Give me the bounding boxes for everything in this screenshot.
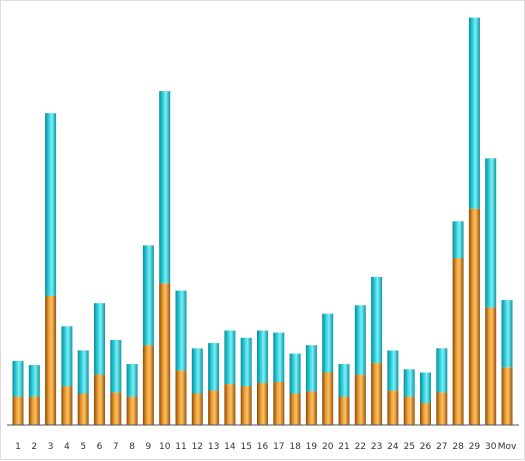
bar-segment-cyan-10 xyxy=(159,91,171,284)
bar-segment-orange-6 xyxy=(94,374,105,425)
x-tick-label: 20 xyxy=(322,442,334,452)
bars-group xyxy=(12,17,513,426)
x-tick-label: 13 xyxy=(208,442,219,452)
x-tick-label: 17 xyxy=(273,442,284,452)
x-tick-label: 10 xyxy=(159,442,171,452)
x-tick-label: 11 xyxy=(175,442,186,452)
bar-segment-cyan-23 xyxy=(371,276,383,363)
bar-segment-orange-12 xyxy=(191,393,203,425)
bar-segment-orange-7 xyxy=(110,392,122,425)
bar-segment-cyan-16 xyxy=(257,330,268,383)
bar-segment-orange-11 xyxy=(175,370,187,425)
bar-segment-orange-15 xyxy=(240,386,252,425)
x-tick-label: 2 xyxy=(31,442,37,452)
x-tick-label: 22 xyxy=(355,442,366,452)
bar-segment-cyan-22 xyxy=(354,305,366,375)
x-tick-label: 14 xyxy=(224,442,236,452)
bar-segment-orange-2 xyxy=(28,396,40,425)
bar-segment-orange-20 xyxy=(322,372,334,425)
bar-segment-orange-18 xyxy=(289,393,301,425)
bar-segment-orange-14 xyxy=(224,384,236,426)
x-tick-label: 28 xyxy=(452,442,464,452)
bar-segment-orange-Mov xyxy=(501,367,513,426)
x-tick-label: 16 xyxy=(257,442,269,452)
bar-segment-cyan-7 xyxy=(110,339,122,393)
bar-segment-cyan-14 xyxy=(224,330,236,385)
bar-segment-orange-5 xyxy=(77,393,89,425)
bar-segment-cyan-29 xyxy=(468,17,480,209)
bar-segment-orange-28 xyxy=(452,258,464,425)
bar-segment-cyan-Mov xyxy=(501,300,513,368)
bar-segment-cyan-12 xyxy=(191,348,203,394)
bar-segment-cyan-3 xyxy=(45,113,57,296)
bar-segment-orange-3 xyxy=(45,295,57,426)
bar-segment-orange-22 xyxy=(354,374,366,425)
x-tick-label: 7 xyxy=(113,442,119,452)
bar-segment-cyan-5 xyxy=(77,350,89,394)
x-tick-label: 26 xyxy=(420,442,432,452)
bar-segment-cyan-26 xyxy=(420,372,431,403)
x-tick-label: 3 xyxy=(48,442,54,452)
bar-segment-cyan-6 xyxy=(94,303,105,375)
x-tick-label: 24 xyxy=(387,442,399,452)
bar-segment-cyan-15 xyxy=(240,337,252,387)
bar-segment-orange-13 xyxy=(208,390,220,425)
x-tick-label: 9 xyxy=(146,442,152,452)
bar-segment-orange-9 xyxy=(142,345,154,425)
x-tick-label: 6 xyxy=(97,442,103,452)
x-tick-label: 8 xyxy=(129,442,135,452)
bar-segment-orange-27 xyxy=(436,392,448,425)
bar-segment-orange-25 xyxy=(403,396,415,425)
x-tick-label: 4 xyxy=(64,442,70,452)
x-tick-label: 25 xyxy=(403,442,414,452)
bar-segment-cyan-25 xyxy=(403,369,415,397)
x-tick-label: 23 xyxy=(371,442,382,452)
x-tick-label: 5 xyxy=(80,442,86,452)
bar-segment-orange-10 xyxy=(159,283,171,426)
x-tick-label: 19 xyxy=(306,442,318,452)
bar-segment-cyan-30 xyxy=(485,158,497,308)
bar-segment-cyan-17 xyxy=(273,332,285,382)
x-tick-label: 18 xyxy=(289,442,301,452)
bar-segment-cyan-27 xyxy=(436,348,448,393)
bar-segment-cyan-24 xyxy=(387,350,399,391)
bar-segment-orange-23 xyxy=(371,363,383,426)
bar-segment-cyan-9 xyxy=(142,245,154,346)
x-tick-label: 15 xyxy=(240,442,251,452)
x-tick-label: 1 xyxy=(15,442,21,452)
bar-segment-orange-29 xyxy=(468,208,480,425)
bar-segment-cyan-19 xyxy=(305,345,317,392)
bar-segment-cyan-2 xyxy=(28,365,40,397)
bar-segment-orange-1 xyxy=(12,396,24,425)
x-tick-label: Mov xyxy=(498,442,517,452)
bar-segment-orange-19 xyxy=(305,391,317,425)
x-tick-label: 30 xyxy=(485,442,497,452)
bar-segment-cyan-28 xyxy=(452,221,464,259)
bar-segment-orange-30 xyxy=(485,307,497,425)
bar-segment-cyan-8 xyxy=(126,364,138,397)
bar-segment-cyan-4 xyxy=(61,326,73,387)
bar-segment-cyan-13 xyxy=(208,343,220,391)
bar-segment-orange-17 xyxy=(273,381,285,425)
bar-segment-orange-8 xyxy=(126,396,138,425)
bar-segment-orange-24 xyxy=(387,390,399,425)
bar-segment-cyan-20 xyxy=(322,313,334,373)
bar-segment-cyan-1 xyxy=(12,360,24,397)
x-tick-label: 21 xyxy=(338,442,349,452)
bar-segment-orange-16 xyxy=(257,383,268,425)
bar-segment-cyan-21 xyxy=(338,364,350,397)
bar-segment-orange-26 xyxy=(420,402,431,425)
bar-segment-cyan-18 xyxy=(289,353,301,394)
x-tick-labels: 1 2 3 4 5 6 7 8 9 10 11 12 13 14 15 16 17 18 19 20 21 22 23 24 2… xyxy=(15,442,517,452)
bar-segment-orange-21 xyxy=(338,396,350,425)
bar-segment-orange-4 xyxy=(61,386,73,425)
x-tick-label: 12 xyxy=(192,442,203,452)
x-tick-label: 27 xyxy=(436,442,447,452)
bar-segment-cyan-11 xyxy=(175,290,187,371)
x-tick-label: 29 xyxy=(469,442,481,452)
